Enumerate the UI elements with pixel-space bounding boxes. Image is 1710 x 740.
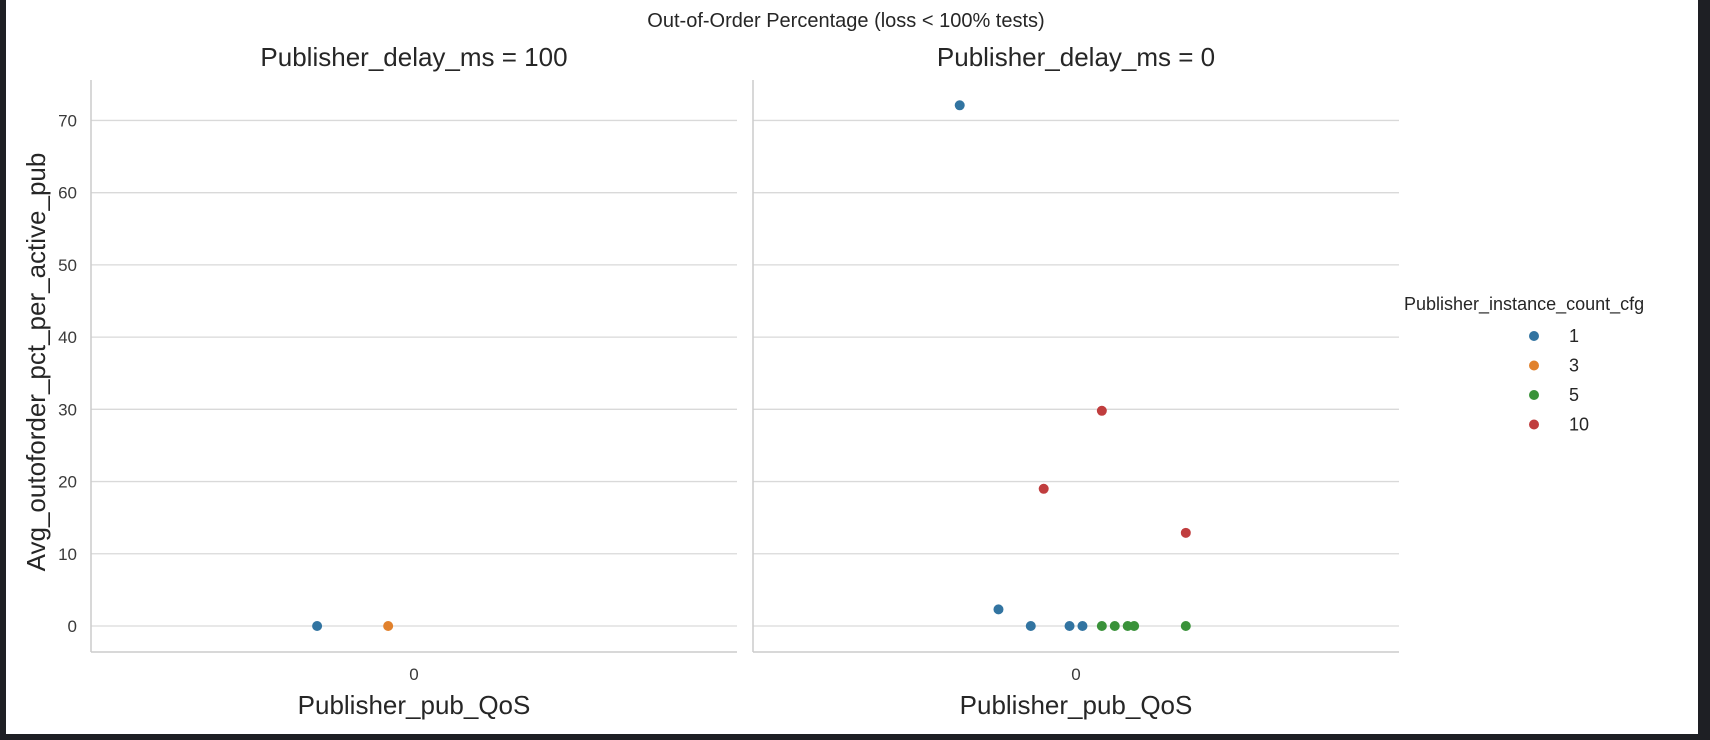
facet-scatter-chart: Out-of-Order Percentage (loss < 100% tes… <box>21 10 1644 720</box>
x-axis-label: Publisher_pub_QoS <box>298 690 531 720</box>
facet-title: Publisher_delay_ms = 0 <box>937 42 1215 72</box>
legend-label: 5 <box>1569 385 1579 405</box>
y-tick-label: 10 <box>58 545 77 564</box>
y-tick-label: 30 <box>58 400 77 419</box>
facet-panel-delay-100: 0 10 20 30 40 50 60 70 0 Publisher_delay_ms = 100… <box>58 42 737 720</box>
legend-marker <box>1529 419 1539 430</box>
data-point <box>312 621 323 631</box>
x-tick-label: 0 <box>1071 665 1080 684</box>
x-axis-label: Publisher_pub_QoS <box>960 690 1193 720</box>
y-tick-label: 20 <box>58 473 77 492</box>
data-point <box>383 621 394 631</box>
legend-label: 10 <box>1569 415 1589 435</box>
legend-label: 3 <box>1569 356 1579 376</box>
legend-marker <box>1529 331 1539 341</box>
data-point <box>1180 621 1191 631</box>
y-tick-label: 0 <box>68 617 77 636</box>
y-axis-label: Avg_outoforder_pct_per_active_pub <box>21 153 51 572</box>
data-point <box>1180 527 1191 538</box>
data-point <box>954 100 965 111</box>
data-point <box>1025 621 1036 631</box>
chart-title: Out-of-Order Percentage (loss < 100% tes… <box>647 10 1044 32</box>
legend-marker <box>1529 360 1539 371</box>
data-point <box>1038 483 1049 494</box>
y-tick-label: 70 <box>58 111 77 130</box>
data-point <box>1129 621 1140 631</box>
data-point <box>1109 621 1120 631</box>
y-tick-label: 40 <box>58 328 77 347</box>
legend-marker <box>1529 390 1539 400</box>
y-tick-label: 60 <box>58 184 77 203</box>
x-tick-label: 0 <box>409 665 418 684</box>
data-point <box>1096 405 1107 416</box>
data-point <box>1077 621 1088 631</box>
data-point <box>993 604 1004 615</box>
data-point <box>1064 621 1075 631</box>
y-tick-label: 50 <box>58 256 77 275</box>
facet-title: Publisher_delay_ms = 100 <box>260 42 567 72</box>
chart-frame: Out-of-Order Percentage (loss < 100% tes… <box>6 0 1698 734</box>
data-point <box>1096 621 1107 631</box>
facet-panel-delay-0: 0 Publisher_delay_ms = 0 Publisher_pub_QoS <box>752 42 1399 720</box>
legend: Publisher_instance_count_cfg 1 3 5 10 <box>1404 294 1644 435</box>
legend-label: 1 <box>1569 326 1579 346</box>
legend-title: Publisher_instance_count_cfg <box>1404 294 1644 315</box>
